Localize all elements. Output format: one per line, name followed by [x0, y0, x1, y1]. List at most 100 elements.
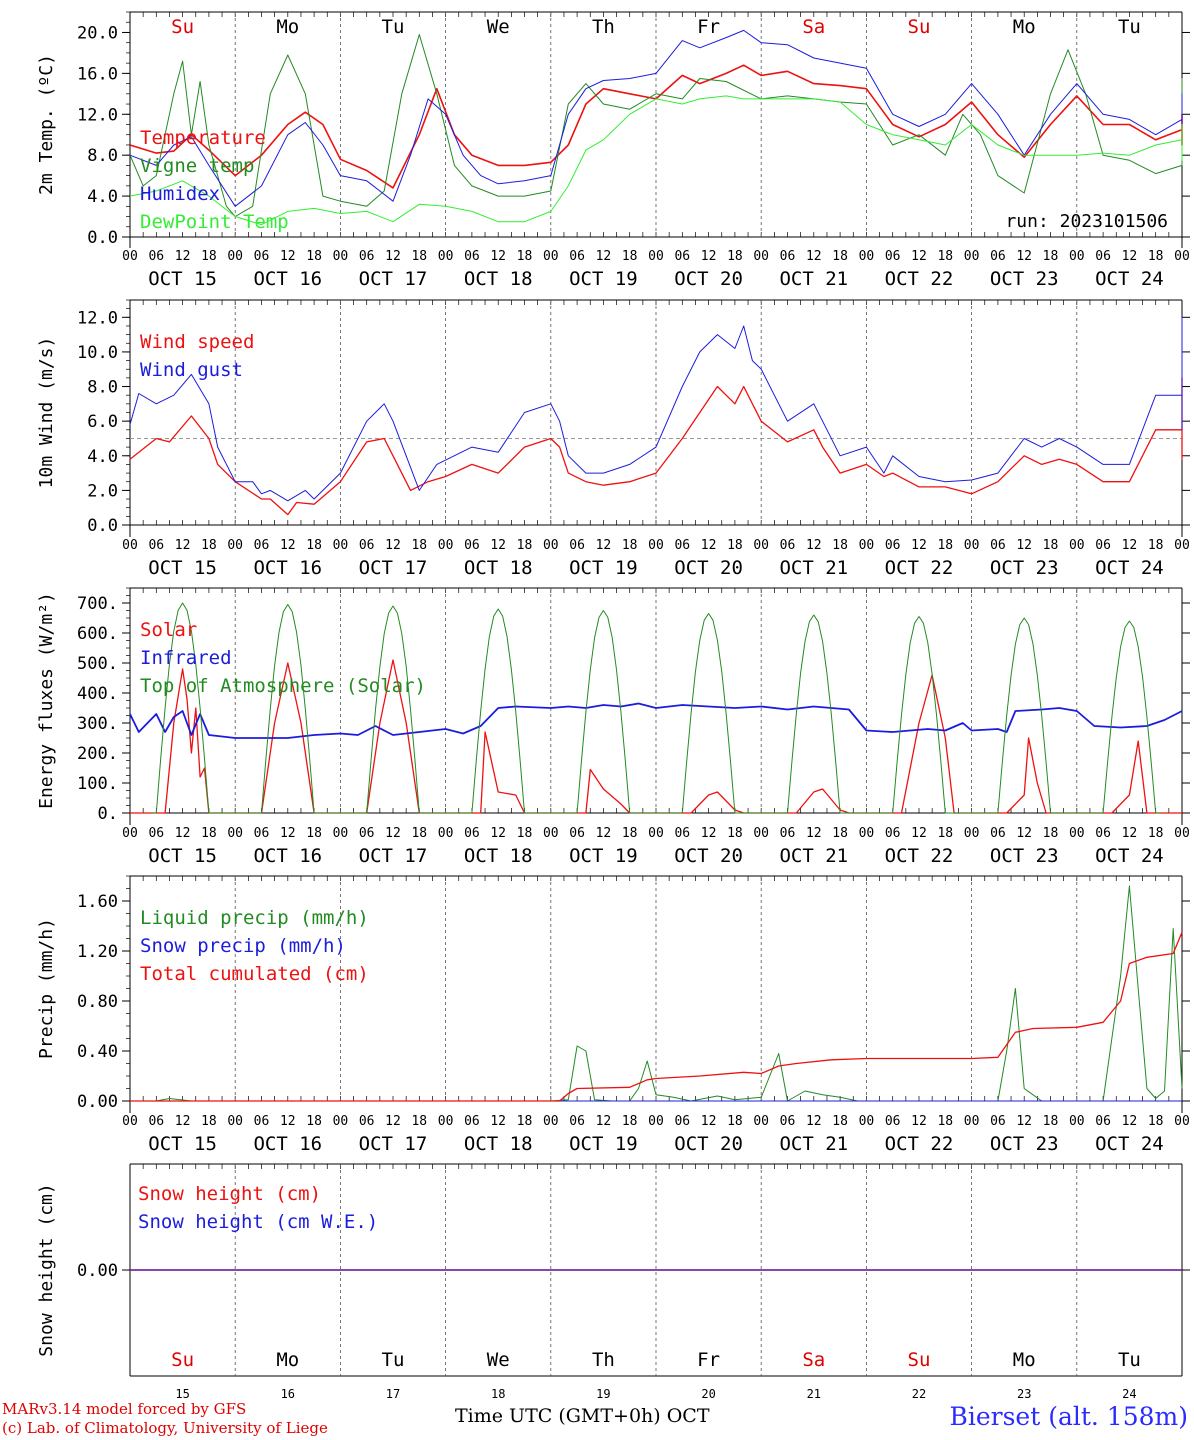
x-hour-label: 12 [701, 1114, 717, 1129]
legend-entry: DewPoint Temp [140, 211, 289, 233]
date-label: OCT 24 [1095, 1133, 1164, 1155]
x-hour-label: 00 [964, 826, 980, 841]
x-hour-label: 00 [333, 538, 349, 553]
x-hour-label: 12 [701, 538, 717, 553]
x-hour-label: 06 [885, 249, 901, 264]
x-hour-label: 06 [359, 538, 375, 553]
x-hour-label: 00 [753, 538, 769, 553]
x-hour-label: 12 [490, 538, 506, 553]
weekday-label-bottom: Mo [276, 1349, 299, 1371]
run-annotation: run: 2023101506 [1005, 211, 1168, 232]
day-number-label: 16 [281, 1387, 295, 1400]
x-hour-label: 06 [148, 826, 164, 841]
date-label: OCT 15 [148, 557, 217, 579]
x-hour-label: 06 [885, 538, 901, 553]
x-hour-label: 18 [1043, 826, 1059, 841]
y-axis-label: Snow height (cm) [36, 1183, 57, 1356]
x-hour-label: 06 [359, 1114, 375, 1129]
x-hour-label: 18 [832, 538, 848, 553]
date-label: OCT 16 [253, 845, 322, 867]
x-hour-label: 18 [201, 249, 217, 264]
day-number-label: 23 [1017, 1387, 1031, 1400]
y-tick-label: 0. [98, 804, 118, 824]
x-hour-label: 00 [753, 249, 769, 264]
y-tick-label: 2.0 [87, 481, 118, 501]
x-hour-label: 18 [201, 538, 217, 553]
x-hour-label: 12 [490, 249, 506, 264]
y-tick-label: 500. [77, 654, 118, 674]
x-hour-label: 06 [464, 538, 480, 553]
date-label: OCT 17 [359, 845, 428, 867]
x-hour-label: 00 [859, 826, 875, 841]
series-line [129, 377, 1183, 516]
x-hour-label: 12 [280, 538, 296, 553]
date-label: OCT 24 [1095, 845, 1164, 867]
x-hour-label: 00 [333, 1114, 349, 1129]
x-hour-label: 00 [859, 249, 875, 264]
x-hour-label: 18 [622, 1114, 638, 1129]
x-hour-label: 18 [832, 1114, 848, 1129]
x-hour-label: 00 [438, 1114, 454, 1129]
date-label: OCT 18 [464, 1133, 533, 1155]
y-tick-label: 4.0 [87, 187, 118, 207]
x-hour-label: 06 [990, 538, 1006, 553]
weekday-label-top: Th [592, 16, 615, 38]
day-number-label: 19 [596, 1387, 610, 1400]
date-label: OCT 22 [885, 845, 954, 867]
date-label: OCT 15 [148, 268, 217, 290]
weekday-label-bottom: Tu [382, 1349, 405, 1371]
date-label: OCT 23 [990, 845, 1059, 867]
date-label: OCT 24 [1095, 268, 1164, 290]
meteogram-chart: 0.0 4.0 8.0 12.0 16.0 20.0 2m Temp. (ºC) 00 06 12… [36, 11, 1190, 1400]
weekday-label-top: Tu [382, 16, 405, 38]
x-hour-label: 18 [937, 1114, 953, 1129]
date-label: OCT 20 [674, 845, 743, 867]
x-hour-label: 18 [727, 826, 743, 841]
date-label: OCT 19 [569, 1133, 638, 1155]
date-label: OCT 15 [148, 845, 217, 867]
x-hour-label: 12 [806, 538, 822, 553]
x-hour-label: 06 [885, 1114, 901, 1129]
series-line [129, 95, 1183, 226]
x-hour-label: 00 [964, 249, 980, 264]
weekday-label-top: Fr [697, 16, 720, 38]
x-hour-label: 06 [569, 826, 585, 841]
x-hour-label: 12 [1016, 538, 1032, 553]
weekday-label-top: Su [171, 16, 194, 38]
x-hour-label: 18 [411, 1114, 427, 1129]
x-hour-label: 00 [122, 249, 138, 264]
day-number-label: 20 [701, 1387, 715, 1400]
x-hour-label: 06 [674, 1114, 690, 1129]
x-hour-label: 18 [306, 1114, 322, 1129]
x-hour-label: 00 [227, 1114, 243, 1129]
x-hour-label: 00 [964, 1114, 980, 1129]
x-hour-label: 18 [1148, 249, 1164, 264]
x-hour-label: 12 [175, 249, 191, 264]
y-tick-label: 0.0 [87, 228, 118, 248]
legend-entry: Total cumulated (cm) [140, 963, 369, 985]
weekday-label-top: We [487, 16, 510, 38]
weekday-label-top: Mo [1013, 16, 1036, 38]
y-tick-label: 8.0 [87, 378, 118, 398]
x-hour-label: 12 [911, 538, 927, 553]
x-hour-label: 00 [543, 249, 559, 264]
x-hour-label: 12 [596, 1114, 612, 1129]
x-hour-label: 00 [227, 826, 243, 841]
date-label: OCT 21 [779, 845, 848, 867]
x-hour-label: 12 [1016, 249, 1032, 264]
y-tick-label: 0.00 [77, 1092, 118, 1112]
x-hour-label: 06 [464, 1114, 480, 1129]
x-hour-label: 06 [254, 1114, 270, 1129]
date-label: OCT 16 [253, 268, 322, 290]
date-label: OCT 22 [885, 268, 954, 290]
y-tick-label: 4.0 [87, 447, 118, 467]
weekday-label-bottom: Su [171, 1349, 194, 1371]
x-hour-label: 00 [333, 826, 349, 841]
x-hour-label: 12 [280, 249, 296, 264]
x-hour-label: 06 [464, 249, 480, 264]
y-axis-label: 2m Temp. (ºC) [36, 54, 57, 195]
x-hour-label: 06 [990, 826, 1006, 841]
x-hour-label: 18 [832, 826, 848, 841]
x-hour-label: 00 [543, 1114, 559, 1129]
x-hour-label: 06 [254, 249, 270, 264]
